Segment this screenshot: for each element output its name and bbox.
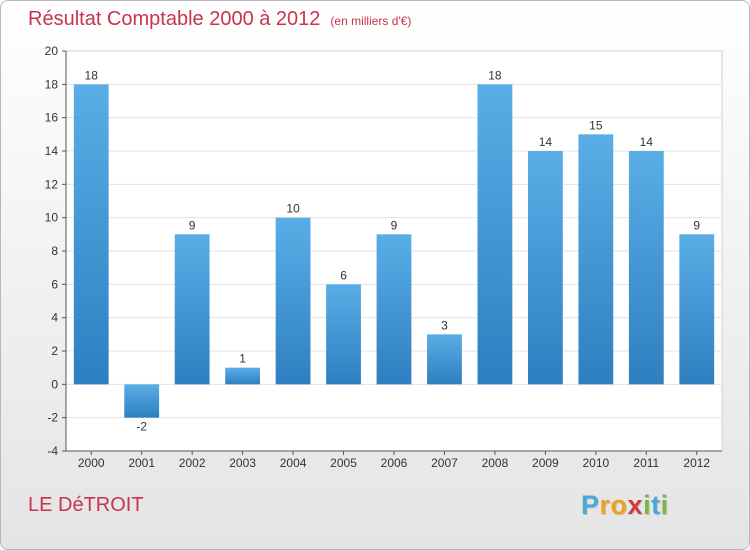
data-label-2008: 18	[488, 68, 502, 82]
bar-2000	[73, 84, 109, 385]
logo-letter: P	[581, 490, 600, 520]
bar-2009	[527, 151, 563, 385]
logo-letter: x	[627, 490, 644, 520]
y-tick-label: 0	[51, 377, 58, 391]
x-tick-label: 2001	[128, 456, 155, 470]
data-label-2010: 15	[589, 118, 603, 132]
x-tick-label: 2006	[381, 456, 408, 470]
data-label-2003: 1	[239, 352, 246, 366]
x-tick-label: 2012	[683, 456, 710, 470]
y-tick-label: 8	[51, 244, 58, 258]
labels: 18 -2 9 1 10 6 9 3 18 14 15 14 9	[85, 68, 701, 433]
data-label-2006: 9	[391, 218, 398, 232]
bar-2004	[275, 217, 311, 385]
y-tick-label: -4	[47, 444, 58, 458]
proxiti-logo[interactable]: Proxiti	[581, 490, 669, 521]
y-tick-label: 14	[45, 144, 59, 158]
x-tick-label: 2005	[330, 456, 357, 470]
bar-2005	[326, 284, 361, 385]
bar-2003	[225, 367, 261, 385]
x-tick-label: 2003	[229, 456, 256, 470]
data-label-2009: 14	[539, 135, 553, 149]
x-tick-label: 2011	[633, 456, 659, 470]
bar-2006	[376, 234, 412, 385]
y-tick-label: 2	[51, 344, 58, 358]
bar-2011	[628, 151, 664, 385]
bar-2002	[174, 234, 210, 385]
data-label-2011: 14	[640, 135, 654, 149]
y-tick-label: 18	[45, 77, 59, 91]
data-label-2005: 6	[340, 268, 347, 282]
bar-2008	[477, 84, 513, 385]
y-tick-label: 16	[45, 111, 59, 125]
x-tick-label: 2007	[431, 456, 458, 470]
logo-letter: i	[660, 490, 669, 520]
data-label-2002: 9	[189, 218, 196, 232]
y-tick-label: 4	[51, 311, 58, 325]
chart-title: Résultat Comptable 2000 à 2012 (en millie…	[28, 8, 411, 31]
logo-letter: r	[599, 490, 611, 520]
x-tick-label: 2000	[78, 456, 105, 470]
x-tick-label: 2002	[179, 456, 206, 470]
logo-letter: i	[643, 490, 652, 520]
bar-2010	[578, 134, 614, 385]
y-tick-label: 20	[45, 44, 59, 58]
data-label-2001: -2	[136, 420, 147, 434]
title-subtitle: (en milliers d'€)	[330, 14, 412, 28]
bar-2012	[679, 234, 715, 385]
y-tick-label: 10	[45, 211, 59, 225]
bars	[73, 84, 715, 418]
data-label-2000: 18	[85, 68, 99, 82]
y-tick-label: -2	[47, 411, 58, 425]
x-tick-label: 2004	[280, 456, 307, 470]
bar-2007	[427, 334, 462, 385]
logo-letter: t	[651, 490, 661, 520]
x-tick-label: 2009	[532, 456, 559, 470]
y-tick-label: 6	[51, 277, 58, 291]
x-tick-label: 2010	[582, 456, 609, 470]
data-label-2012: 9	[693, 218, 700, 232]
y-tick-label: 12	[45, 177, 59, 191]
x-tick-label: 2008	[482, 456, 509, 470]
title-main: Résultat Comptable 2000 à 2012	[28, 8, 321, 30]
logo-letter: o	[610, 490, 628, 520]
bar-2001	[124, 384, 160, 418]
data-label-2007: 3	[441, 318, 448, 332]
commune-name: LE DéTROIT	[28, 494, 144, 516]
data-label-2004: 10	[286, 202, 300, 216]
